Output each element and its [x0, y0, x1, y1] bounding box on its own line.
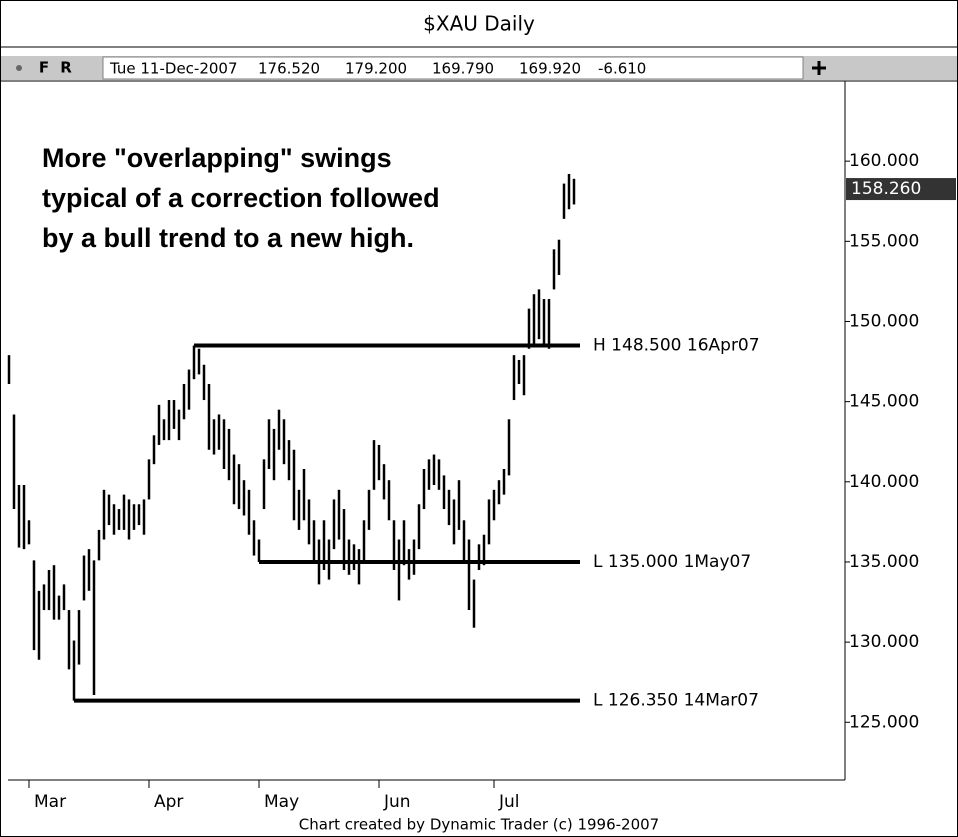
window-title: $XAU Daily — [423, 12, 535, 36]
x-tick-label: Jun — [383, 792, 411, 812]
level-label: L 126.350 14Mar07 — [593, 691, 759, 711]
toolbar-field: Tue 11-Dec-2007 — [109, 60, 238, 78]
toolbar-button[interactable]: F — [39, 59, 49, 77]
annotation: typical of a correction followed — [42, 183, 440, 213]
x-tick-label: Mar — [34, 792, 66, 812]
level-label: H 148.500 16Apr07 — [593, 336, 760, 356]
toolbar-dot — [16, 65, 22, 71]
last-price-box — [846, 178, 956, 201]
y-tick-label: 155.000 — [849, 231, 919, 251]
toolbar-field-box — [102, 56, 804, 80]
x-tick-label: Apr — [154, 792, 183, 812]
x-tick-label: Jul — [498, 792, 520, 812]
toolbar-field: 176.520 — [258, 60, 320, 78]
toolbar-field: 169.790 — [432, 60, 494, 78]
y-tick-label: 145.000 — [849, 392, 919, 412]
toolbar-field: -6.610 — [598, 60, 646, 78]
y-tick-label: 140.000 — [849, 472, 919, 492]
toolbar-field: 169.920 — [519, 60, 581, 78]
footer: Chart created by Dynamic Trader (c) 1996… — [299, 816, 659, 834]
add-button[interactable] — [812, 61, 826, 75]
toolbar-button[interactable]: R — [60, 59, 72, 77]
annotation: by a bull trend to a new high. — [42, 223, 414, 253]
y-tick-label: 160.000 — [849, 151, 919, 171]
y-tick-label: 150.000 — [849, 311, 919, 331]
y-tick-label: 125.000 — [849, 712, 919, 732]
y-tick-label: 135.000 — [849, 552, 919, 572]
annotation: More "overlapping" swings — [42, 143, 392, 173]
last-price-label: 158.260 — [851, 179, 921, 199]
level-label: L 135.000 1May07 — [593, 552, 751, 572]
y-tick-label: 130.000 — [849, 632, 919, 652]
x-tick-label: May — [264, 792, 299, 812]
toolbar-field: 179.200 — [345, 60, 407, 78]
